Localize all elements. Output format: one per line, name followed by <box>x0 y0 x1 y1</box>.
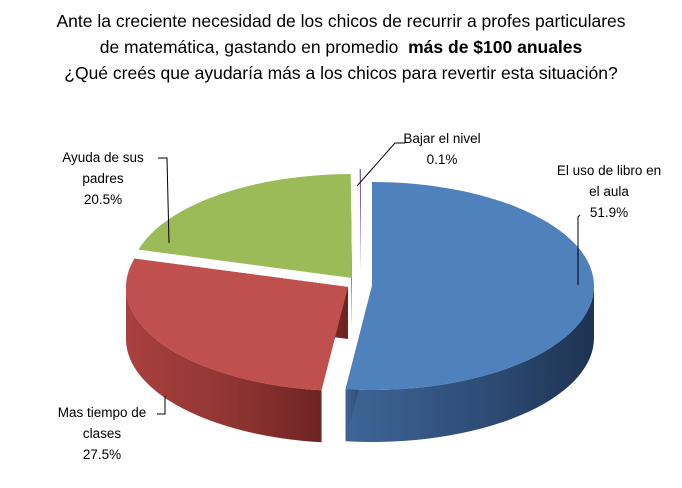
slice-label-ayuda-de-sus-padres: padres <box>82 171 124 186</box>
slice-label-el-uso-de-libro-en-el-aula: El uso de libro en <box>557 163 661 178</box>
slice-label-mas-tiempo-de-clases: Mas tiempo de <box>58 405 147 420</box>
percent-label-bajar-el-nivel: 0.1% <box>427 152 458 167</box>
title-line-2: de matemática, gastando en promedio más … <box>0 34 682 60</box>
slice-mas-tiempo-de-clases <box>125 258 348 391</box>
slice-ayuda-de-sus-padres <box>138 174 352 278</box>
title-line-2-prefix: de matemática, gastando en promedio <box>99 37 399 57</box>
title-line-2-bold: más de $100 anuales <box>408 37 583 57</box>
percent-label-mas-tiempo-de-clases: 27.5% <box>83 447 121 462</box>
leader-line-ayuda-de-sus-padres <box>158 157 170 244</box>
leader-line-el-uso-de-libro-en-el-aula <box>577 214 581 285</box>
leader-line-mas-tiempo-de-clases <box>157 396 166 415</box>
slice-side-mas-tiempo-de-clases <box>126 287 322 443</box>
chart-title: Ante la creciente necesidad de los chico… <box>0 8 682 86</box>
title-line-1: Ante la creciente necesidad de los chico… <box>56 11 626 31</box>
leader-line-bajar-el-nivel <box>356 142 405 187</box>
slice-el-uso-de-libro-en-el-aula <box>345 182 594 391</box>
slice-bajar-el-nivel <box>359 168 361 273</box>
percent-label-el-uso-de-libro-en-el-aula: 51.9% <box>590 205 628 220</box>
slice-label-bajar-el-nivel: Bajar el nivel <box>403 131 480 146</box>
slice-label-ayuda-de-sus-padres: Ayuda de sus <box>62 150 144 165</box>
title-line-3: ¿Qué creés que ayudaría más a los chicos… <box>64 63 618 83</box>
slice-label-el-uso-de-libro-en-el-aula: el aula <box>589 184 629 199</box>
pie-slices <box>125 168 594 443</box>
pie-labels: El uso de libro en el aula 51.9% Mas tiempo… <box>58 131 661 462</box>
percent-label-ayuda-de-sus-padres: 20.5% <box>84 192 122 207</box>
slice-side-el-uso-de-libro-en-el-aula <box>345 286 594 443</box>
slice-label-mas-tiempo-de-clases: clases <box>83 426 122 441</box>
